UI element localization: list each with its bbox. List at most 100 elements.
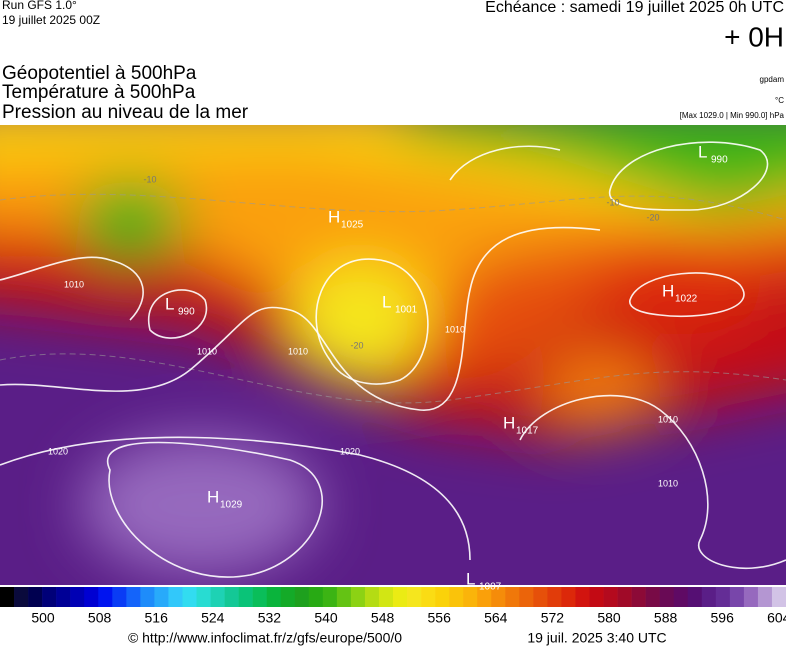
isobar-label: 1010: [288, 346, 308, 356]
title: Géopotentiel à 500hPa: [2, 63, 197, 84]
scale-label: 540: [314, 610, 338, 626]
scale-label: 508: [88, 610, 112, 626]
scale-swatch: [715, 587, 731, 607]
scale-label: 588: [654, 610, 678, 626]
center-value: 1017: [516, 426, 539, 437]
scale-swatch: [407, 587, 422, 607]
scale-label: 532: [258, 610, 282, 626]
isobar-label: 1010: [197, 346, 217, 356]
scale-swatch: [140, 587, 155, 607]
scale-swatch: [603, 587, 618, 607]
unit: [Max 1029.0 | Min 990.0] hPa: [680, 111, 785, 120]
scale-swatch: [505, 587, 520, 607]
scale-label: 548: [371, 610, 395, 626]
scale-swatch: [729, 587, 745, 607]
scale-swatch: [533, 587, 548, 607]
scale-label: 556: [428, 610, 452, 626]
scale-swatch: [617, 587, 632, 607]
scale-swatch: [645, 587, 660, 607]
center-letter: L: [466, 569, 475, 588]
center-letter: H: [662, 281, 674, 300]
scale-swatch: [0, 587, 15, 607]
scale-swatch: [112, 587, 127, 607]
scale-swatch: [154, 587, 169, 607]
scale-swatch: [631, 587, 646, 607]
scale-swatch: [322, 587, 338, 607]
scale-swatch: [743, 587, 759, 607]
center-value: 1029: [220, 500, 243, 511]
scale-swatch: [70, 587, 85, 607]
scale-label: 524: [201, 610, 225, 626]
scale-swatch: [28, 587, 43, 607]
scale-label: 596: [711, 610, 735, 626]
scale-swatch: [252, 587, 267, 607]
center-value: 1022: [675, 294, 698, 305]
scale-label: 516: [145, 610, 169, 626]
run-date: 19 juillet 2025 00Z: [2, 13, 100, 27]
scale-swatch: [168, 587, 183, 607]
color-scale: 500 508 516 524 532 540 548 556 564 572 580 588 596 6…: [0, 587, 786, 626]
scale-swatch: [393, 587, 408, 607]
scale-swatch: [687, 587, 703, 607]
scale-swatch: [350, 587, 366, 607]
center-letter: H: [207, 487, 219, 506]
lead-time: + 0H: [724, 21, 784, 52]
scale-label: 564: [484, 610, 508, 626]
scale-swatch: [477, 587, 492, 607]
scale-swatch: [336, 587, 352, 607]
scale-swatch: [14, 587, 29, 607]
source-url: © http://www.infoclimat.fr/z/gfs/europe/…: [128, 630, 402, 646]
title: Pression au niveau de la mer: [2, 102, 249, 123]
scale-swatch: [561, 587, 576, 607]
scale-swatch: [659, 587, 675, 607]
center-value: 990: [178, 307, 195, 318]
temperature-label: -10: [143, 174, 156, 184]
isobar-label: 1010: [445, 324, 465, 334]
center-value: 1025: [341, 220, 364, 231]
scale-label: 604: [767, 610, 786, 626]
isobar-label: 1010: [658, 478, 678, 488]
issue-date: 19 juil. 2025 3:40 UTC: [527, 630, 666, 646]
scale-swatch: [280, 587, 296, 607]
title: Température à 500hPa: [2, 82, 196, 103]
scale-swatch: [364, 587, 380, 607]
scale-label: 500: [31, 610, 55, 626]
scale-swatch: [771, 587, 786, 607]
scale-swatch: [589, 587, 604, 607]
center-value: 990: [711, 155, 728, 166]
scale-label: 572: [541, 610, 565, 626]
scale-swatch: [182, 587, 197, 607]
center-letter: H: [328, 207, 340, 226]
scale-swatch: [308, 587, 324, 607]
unit: gpdam: [760, 75, 785, 84]
scale-swatch: [757, 587, 773, 607]
scale-swatch: [519, 587, 534, 607]
map-field: [0, 125, 786, 585]
temperature-label: -20: [350, 340, 363, 350]
isobar-label: 1010: [64, 279, 84, 289]
temperature-label: -10: [606, 197, 619, 207]
scale-swatch: [294, 587, 310, 607]
scale-swatch: [449, 587, 464, 607]
center-letter: H: [503, 413, 515, 432]
model: Run GFS 1.0°: [2, 0, 77, 12]
scale-swatch: [210, 587, 225, 607]
scale-swatch: [56, 587, 71, 607]
scale-swatch: [238, 587, 253, 607]
scale-label: 580: [597, 610, 621, 626]
scale-swatch: [126, 587, 141, 607]
scale-swatch: [266, 587, 282, 607]
center-value: 1007: [479, 582, 502, 593]
center-letter: L: [698, 142, 707, 161]
unit: °C: [775, 96, 784, 105]
scale-swatch: [673, 587, 689, 607]
scale-swatch: [421, 587, 436, 607]
forecast: Echéance : samedi 19 juillet 2025 0h UTC: [485, 0, 784, 16]
center-letter: L: [165, 294, 174, 313]
center-letter: L: [382, 292, 391, 311]
scale-swatch: [84, 587, 99, 607]
scale-swatch: [98, 587, 113, 607]
scale-swatch: [42, 587, 57, 607]
isobar-label: 1020: [48, 446, 68, 456]
